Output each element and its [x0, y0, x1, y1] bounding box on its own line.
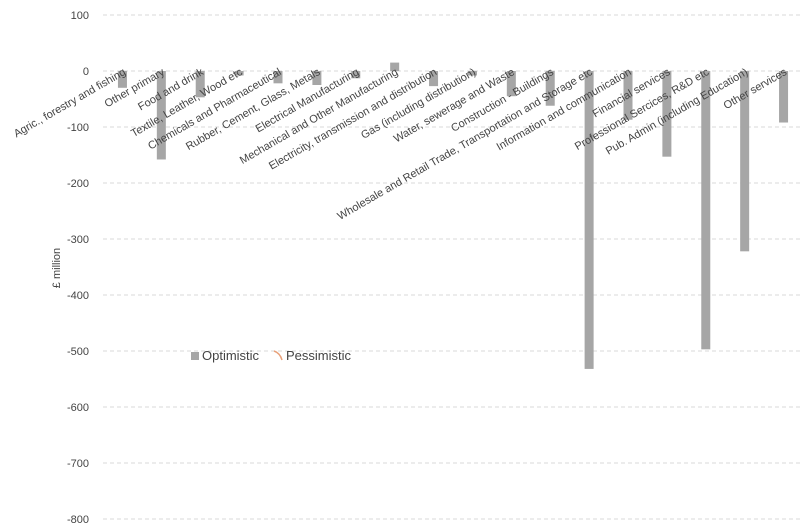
bar — [662, 71, 672, 157]
bar — [584, 71, 594, 369]
y-tick-label: -200 — [67, 178, 89, 190]
bar — [506, 71, 516, 97]
bar — [117, 71, 127, 88]
bar — [234, 71, 244, 76]
legend: Optimistic Pessimistic — [191, 348, 352, 363]
bars — [117, 62, 789, 369]
bar — [623, 71, 633, 120]
bar — [390, 62, 400, 71]
y-axis-label: £ million — [51, 248, 63, 288]
bar — [156, 71, 166, 160]
y-tick-label: 100 — [71, 10, 89, 22]
gridlines — [103, 14, 803, 520]
y-tick-label: -700 — [67, 458, 89, 470]
y-tick-label: -400 — [67, 290, 89, 302]
bar — [429, 71, 439, 87]
bar — [351, 71, 361, 79]
bar — [195, 71, 205, 98]
y-tick-label: -800 — [67, 514, 89, 524]
y-tick-label: -600 — [67, 402, 89, 414]
y-tick-label: -300 — [67, 234, 89, 246]
bar — [701, 71, 711, 350]
bar — [779, 71, 789, 123]
y-tick-label: -100 — [67, 122, 89, 134]
y-axis-ticks: 100 0 -100 -200 -300 -400 -500 -600 -700 -800 — [67, 10, 89, 524]
bar — [740, 71, 750, 252]
y-tick-label: -500 — [67, 346, 89, 358]
legend-label-pessimistic: Pessimistic — [286, 348, 352, 363]
legend-swatch-optimistic — [191, 352, 199, 360]
legend-swatch-pessimistic — [273, 350, 283, 361]
y-tick-label: 0 — [83, 66, 89, 78]
bar — [467, 71, 477, 76]
bar — [545, 71, 555, 106]
legend-label-optimistic: Optimistic — [202, 348, 260, 363]
bar — [312, 71, 322, 85]
bar — [273, 71, 283, 84]
